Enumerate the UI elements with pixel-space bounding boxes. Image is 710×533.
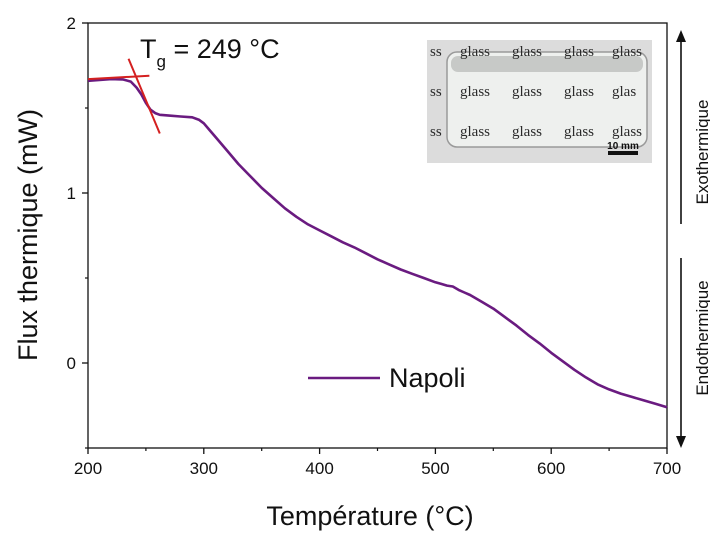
tg-tangent-line-baseline [87, 74, 150, 81]
down-arrow-icon [676, 436, 686, 448]
glass-sample-top-shadow [451, 56, 643, 72]
legend-label-napoli: Napoli [389, 363, 466, 393]
x-tick-label: 300 [190, 459, 218, 478]
tg-value: = 249 °C [166, 34, 280, 64]
axis-tick-labels: 200 300 400 500 600 700 0 1 2 [67, 14, 682, 478]
y-tick-label: 0 [67, 354, 76, 373]
x-tick-label: 500 [421, 459, 449, 478]
tg-annotation: Tg = 249 °C [140, 34, 280, 71]
tg-symbol: T [140, 34, 157, 64]
photo-word: glass [460, 44, 490, 60]
photo-word: glass [512, 84, 542, 100]
photo-word: glass [460, 84, 490, 100]
photo-word: glass [612, 124, 642, 140]
tg-tangent-line-transition [127, 58, 161, 134]
photo-word: glass [612, 44, 642, 60]
photo-word: ss [430, 84, 442, 100]
photo-word: ss [430, 124, 442, 140]
exothermic-label: Exothermique [693, 100, 710, 205]
axis-ticks [82, 22, 668, 454]
up-arrow-icon [676, 30, 686, 42]
photo-word: glass [564, 84, 594, 100]
photo-word: glass [564, 44, 594, 60]
series-line-napoli [87, 77, 668, 409]
exothermic-indicator: Exothermique [676, 30, 710, 224]
photo-word: glass [512, 44, 542, 60]
y-tick-label: 1 [67, 184, 76, 203]
photo-glass-words: ss glass glass glass glass ss glass glass glass g… [430, 44, 642, 140]
photo-word: glass [512, 124, 542, 140]
scale-bar [608, 151, 638, 155]
x-tick-label: 600 [537, 459, 565, 478]
legend: Napoli [308, 363, 466, 393]
x-axis-title: Température (°C) [266, 501, 473, 531]
tg-subscript: g [157, 52, 166, 71]
glass-sample [446, 51, 648, 148]
x-tick-label: 700 [653, 459, 681, 478]
photo-word: glass [460, 124, 490, 140]
endothermic-label: Endothermique [693, 280, 710, 395]
endothermic-indicator: Endothermique [676, 258, 710, 448]
x-tick-label: 400 [305, 459, 333, 478]
scale-bar-label: 10 mm [607, 141, 639, 152]
x-tick-label: 200 [74, 459, 102, 478]
y-tick-label: 2 [67, 14, 76, 33]
photo-word: glass [564, 124, 594, 140]
y-axis-title: Flux thermique (mW) [13, 109, 43, 361]
photo-word: ss [430, 44, 442, 60]
photo-word: glas [612, 84, 636, 100]
inset-photo: ss glass glass glass glass ss glass glass glass g… [427, 40, 652, 163]
